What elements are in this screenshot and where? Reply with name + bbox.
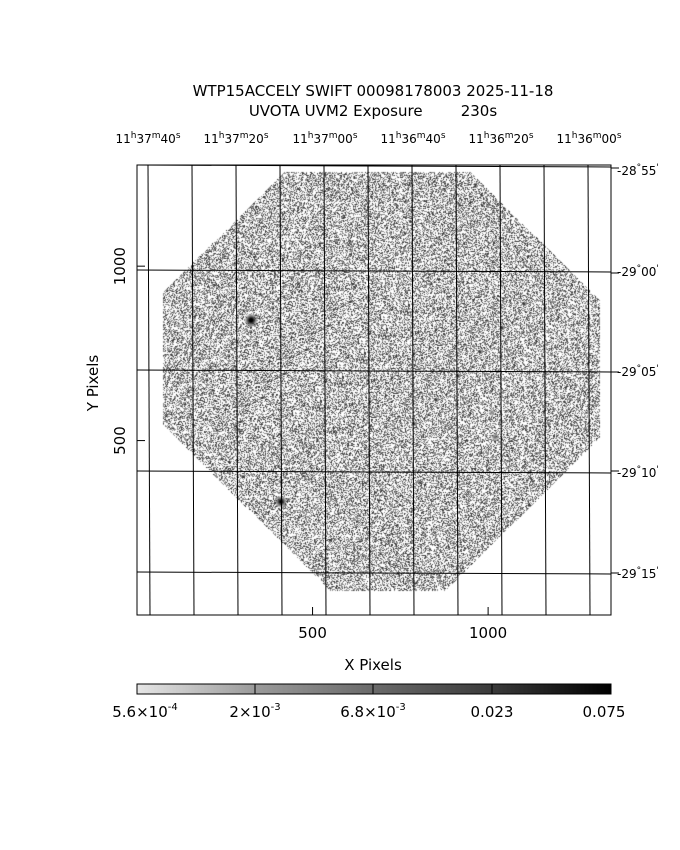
x-tick-label: 500: [298, 624, 327, 642]
ra-label: 11h36m40s: [380, 131, 445, 146]
dec-grid-line: [136, 369, 612, 373]
colorbar: 5.6×10-4 2×10-3 6.8×10-3 0.023 0.075: [112, 683, 625, 721]
colorbar-label: 0.075: [583, 703, 626, 721]
dec-label: -29°10': [617, 465, 659, 480]
dec-label: -29°05': [617, 364, 659, 379]
colorbar-gradient: [136, 683, 612, 695]
y-axis-ticks: 500 1000: [111, 167, 619, 574]
y-axis-label: Y Pixels: [84, 355, 102, 413]
colorbar-label: 6.8×10-3: [340, 702, 406, 721]
ra-grid-line: [147, 164, 151, 616]
ra-grid-line: [191, 164, 195, 616]
dec-grid-line: [136, 269, 612, 273]
dec-label: -28°55': [617, 163, 659, 178]
x-axis-label: X Pixels: [344, 656, 402, 674]
colorbar-labels: 5.6×10-4 2×10-3 6.8×10-3 0.023 0.075: [112, 702, 625, 721]
wcs-grid: [136, 164, 612, 616]
colorbar-label: 2×10-3: [229, 702, 280, 721]
y-tick-label: 1000: [111, 247, 129, 285]
x-axis-ticks: 500 1000: [298, 607, 507, 642]
dec-grid-line: [136, 571, 612, 575]
ra-label: 11h37m20s: [203, 131, 268, 146]
x-tick-label: 1000: [469, 624, 507, 642]
ra-label: 11h36m00s: [556, 131, 621, 146]
image-panel: [137, 165, 611, 615]
y-tick-label: 500: [111, 426, 129, 455]
ra-grid-line: [587, 164, 591, 616]
dec-label: -29°15': [617, 566, 659, 581]
plot-frame: [136, 164, 612, 616]
dec-axis-labels: -28°55' -29°00' -29°05' -29°10' -29°15': [617, 163, 659, 581]
ra-grid-line: [411, 164, 415, 616]
ra-label: 11h37m00s: [292, 131, 357, 146]
ra-label: 11h36m20s: [468, 131, 533, 146]
colorbar-label: 5.6×10-4: [112, 702, 178, 721]
ra-grid-line: [235, 164, 239, 616]
ra-label: 11h37m40s: [115, 131, 180, 146]
ra-axis-labels: 11h37m40s 11h37m20s 11h37m00s 11h36m40s 11h3…: [115, 131, 621, 146]
dec-label: -29°00': [617, 264, 659, 279]
ra-grid-line: [499, 164, 503, 616]
ra-grid-line: [543, 164, 547, 616]
title-line-1: WTP15ACCELY SWIFT 00098178003 2025-11-18: [193, 82, 554, 100]
colorbar-label: 0.023: [471, 703, 514, 721]
title-line-2: UVOTA UVM2 Exposure 230s: [249, 102, 498, 120]
dec-grid-line: [136, 470, 612, 474]
colorbar-ticks: [254, 684, 493, 694]
ra-grid-line: [279, 164, 283, 616]
exposure-image: [137, 165, 611, 615]
ra-grid-line: [367, 164, 371, 616]
ra-grid-line: [455, 164, 459, 616]
ra-grid-line: [323, 164, 327, 616]
